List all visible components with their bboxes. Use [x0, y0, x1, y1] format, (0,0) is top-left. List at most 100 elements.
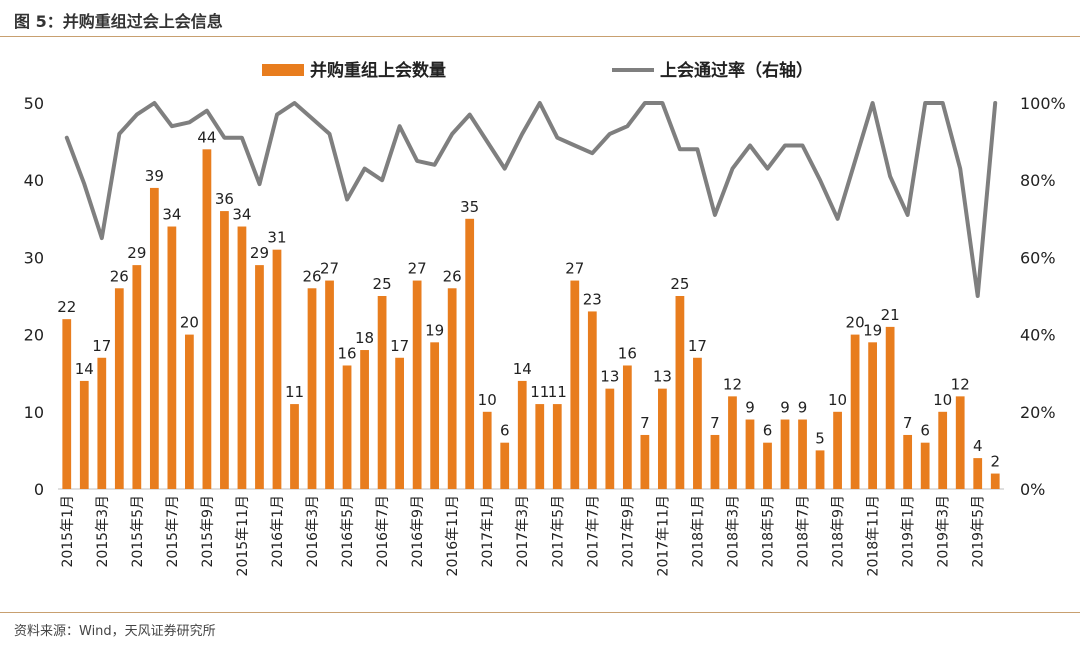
y-right-tick-label: 100% [1020, 94, 1066, 113]
legend: 并购重组上会数量 上会通过率（右轴） [262, 60, 813, 81]
axes: 0 10 20 30 40 50 0% 20% 40% 60% 80% 100% [24, 94, 1066, 499]
bar-data-label: 26 [443, 267, 462, 285]
bar [885, 326, 895, 489]
bar-data-label: 25 [373, 275, 392, 293]
bar-data-label: 9 [745, 399, 755, 417]
bar-data-label: 29 [127, 244, 146, 262]
bar [973, 458, 983, 489]
bar [132, 265, 142, 489]
x-tick-label: 2018年9月 [831, 495, 847, 568]
line-series [64, 101, 998, 298]
bar [62, 319, 72, 489]
bar [167, 226, 177, 489]
bar [395, 357, 404, 489]
bar [850, 334, 860, 489]
bar-data-label: 21 [881, 306, 900, 324]
chart: 并购重组上会数量 上会通过率（右轴） 0 10 20 30 40 50 0% 20% 40% 60… [24, 60, 1066, 576]
bar-data-label: 19 [425, 321, 444, 339]
x-tick-label: 2015年1月 [60, 495, 76, 568]
y-left-tick-label: 10 [24, 403, 44, 422]
bar [79, 380, 89, 489]
bar [517, 380, 527, 489]
bar-data-label: 19 [863, 321, 882, 339]
y-left-tick-label: 40 [24, 171, 44, 190]
bar [342, 365, 352, 489]
x-tick-label: 2016年5月 [340, 495, 356, 568]
x-tick-label: 2017年3月 [515, 495, 531, 568]
legend-bar-label: 并购重组上会数量 [310, 60, 446, 81]
bar [360, 350, 369, 489]
bar [570, 280, 580, 489]
bar [763, 442, 772, 489]
bar [693, 357, 702, 489]
x-tick-label: 2017年5月 [550, 495, 566, 568]
x-tick-label: 2016年3月 [305, 495, 321, 568]
bar-data-label: 14 [513, 360, 532, 378]
bar [482, 411, 492, 489]
y-right-tick-label: 80% [1020, 171, 1056, 190]
bar-data-label: 44 [197, 128, 216, 146]
x-tick-label: 2018年11月 [866, 495, 882, 576]
source-note: 资料来源：Wind，天风证券研究所 [14, 624, 216, 639]
x-tick-label: 2018年1月 [690, 495, 706, 568]
x-tick-label: 2016年1月 [270, 495, 286, 568]
x-tick-label: 2015年5月 [130, 495, 146, 568]
y-right-tick-label: 0% [1020, 480, 1045, 499]
x-tick-label: 2016年11月 [445, 495, 461, 576]
bar-data-label: 17 [688, 337, 707, 355]
bar-data-label: 27 [320, 260, 339, 278]
bar [377, 296, 387, 489]
x-tick-label: 2019年1月 [901, 495, 917, 568]
bar-data-label: 17 [92, 337, 111, 355]
y-right-tick-label: 40% [1020, 326, 1056, 345]
bar [412, 280, 422, 489]
legend-line-label: 上会通过率（右轴） [660, 60, 813, 81]
legend-bar-swatch [262, 64, 304, 76]
bar-data-label: 35 [460, 198, 479, 216]
bar-data-label: 31 [267, 229, 286, 247]
bar-data-label: 12 [723, 375, 742, 393]
x-axis-tick-labels: 2015年1月 2015年3月 2015年5月 2015年7月 2015年9月 2015年… [60, 495, 987, 576]
bar-data-label: 9 [798, 399, 808, 417]
bar-data-label: 26 [110, 267, 129, 285]
bar-data-label: 34 [232, 206, 251, 224]
bar-data-label: 10 [828, 391, 847, 409]
bar [798, 419, 807, 489]
bar-data-label: 27 [565, 260, 584, 278]
x-tick-label: 2019年3月 [936, 495, 952, 568]
bar [658, 388, 667, 489]
bar-data-label: 36 [215, 190, 234, 208]
bar [447, 288, 457, 489]
bar [868, 342, 877, 489]
bar-data-label: 25 [670, 275, 689, 293]
y-left-tick-label: 0 [34, 480, 44, 499]
bar [833, 411, 842, 489]
bar-data-label: 22 [57, 298, 76, 316]
bottom-divider [0, 612, 1080, 613]
bar [990, 473, 1000, 489]
bar-data-label: 7 [903, 414, 913, 432]
bar-data-label: 7 [640, 414, 650, 432]
x-tick-label: 2015年3月 [95, 495, 111, 568]
bar-data-label: 6 [763, 422, 773, 440]
bar [535, 404, 545, 489]
bar [237, 226, 247, 489]
x-tick-label: 2018年3月 [725, 495, 741, 568]
x-tick-label: 2019年5月 [971, 495, 987, 568]
bar [220, 211, 229, 489]
bar-data-label: 9 [780, 399, 790, 417]
x-tick-label: 2015年11月 [235, 495, 251, 576]
bar-data-label: 16 [618, 344, 637, 362]
bar [903, 434, 913, 489]
bar-data-label: 11 [530, 383, 549, 401]
x-tick-label: 2016年7月 [375, 495, 391, 568]
bar [465, 218, 475, 490]
bar-data-label: 10 [478, 391, 497, 409]
bar [587, 311, 597, 489]
figure-title: 图 5：并购重组过会上会信息 [14, 12, 223, 31]
bar-data-label: 14 [75, 360, 94, 378]
bar-data-label: 6 [920, 422, 930, 440]
x-tick-label: 2017年1月 [480, 495, 496, 568]
x-tick-label: 2018年5月 [761, 495, 777, 568]
bar [202, 149, 212, 489]
